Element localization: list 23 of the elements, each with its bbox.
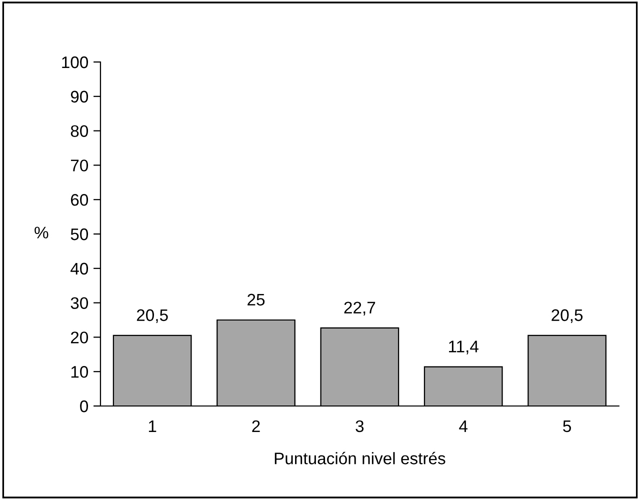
x-axis-title: Puntuación nivel estrés [274,452,446,464]
y-tick-label: 10 [71,366,88,378]
data-label: 20,5 [136,309,168,324]
data-label: 20,5 [552,309,583,324]
x-tick-label: 3 [356,420,364,432]
y-tick-label: 60 [70,194,88,206]
data-label: 11,4 [449,340,478,354]
y-tick-label: 30 [70,297,88,310]
y-tick-label: 70 [70,160,88,172]
y-tick-label: 80 [70,125,88,138]
x-tick-label: 5 [563,420,571,432]
y-tick-label: 90 [70,90,88,103]
y-tick-label: 20 [70,332,88,344]
data-label: 22,7 [344,302,376,316]
x-tick-label: 2 [252,420,260,432]
y-axis-title: % [34,226,48,238]
y-tick-label: 100 [62,56,88,68]
data-label: 25 [248,294,265,306]
x-tick-label: 1 [148,420,156,432]
y-tick-label: 40 [70,262,88,275]
y-tick-label: 0 [80,400,88,412]
x-tick-label: 4 [459,420,468,432]
y-tick-label: 50 [70,228,88,240]
